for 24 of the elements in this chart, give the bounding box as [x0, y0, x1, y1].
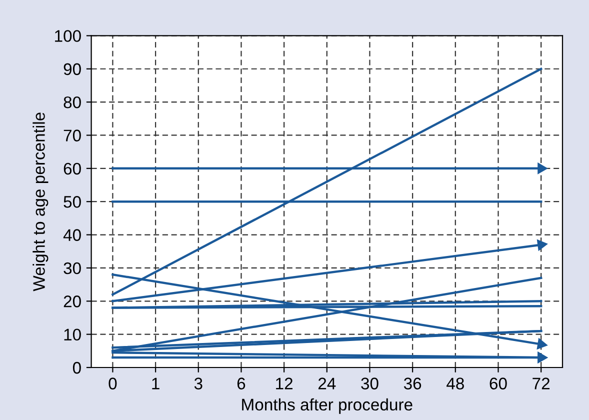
y-tick-label: 60 — [64, 162, 81, 175]
y-tick-label: 100 — [55, 30, 81, 42]
x-tick-label: 36 — [404, 378, 422, 390]
y-tick-label: 90 — [64, 63, 81, 76]
y-tick-label: 50 — [64, 196, 81, 208]
x-tick-label: 30 — [361, 378, 378, 390]
y-axis-title: Weight to age percentile — [32, 112, 48, 292]
y-tick-label: 0 — [72, 362, 81, 374]
y-tick-label: 70 — [64, 130, 81, 142]
x-tick-label: 1 — [152, 378, 160, 390]
x-tick-label: 48 — [446, 378, 464, 390]
x-tick-label: 12 — [276, 378, 292, 390]
x-tick-label: 0 — [108, 378, 117, 390]
x-tick-label: 3 — [194, 378, 202, 390]
x-axis-title: Months after procedure — [242, 398, 412, 414]
y-tick-label: 10 — [64, 328, 81, 341]
y-tick-label: 20 — [64, 296, 81, 308]
x-tick-label: 72 — [532, 378, 550, 390]
y-tick-label: 40 — [63, 229, 81, 241]
x-tick-label: 60 — [490, 378, 507, 390]
y-tick-label: 80 — [64, 96, 81, 108]
x-tick-label: 24 — [318, 378, 336, 390]
x-tick-label: 6 — [237, 378, 246, 390]
y-tick-label: 30 — [64, 262, 81, 274]
